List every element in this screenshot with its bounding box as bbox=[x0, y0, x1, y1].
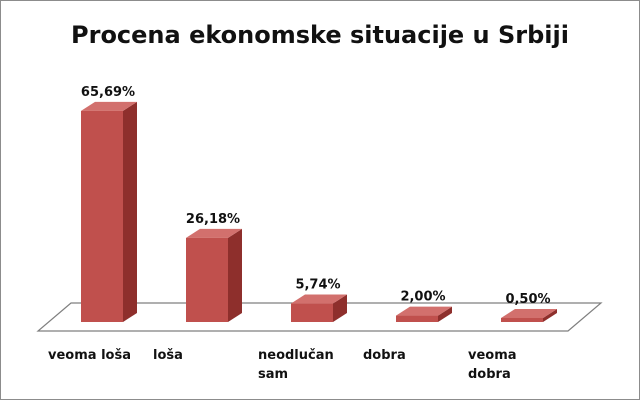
chart-title: Procena ekonomske situacije u Srbiji bbox=[71, 21, 569, 49]
x-tick-label-3: neodlučan sam bbox=[258, 348, 334, 382]
x-tick-label-4: dobra bbox=[363, 348, 406, 363]
bar-side bbox=[438, 306, 452, 322]
bar-front bbox=[291, 303, 333, 322]
bar-top bbox=[501, 309, 557, 318]
bar-top bbox=[81, 101, 137, 111]
bar-4 bbox=[396, 306, 452, 322]
bar-front bbox=[396, 315, 438, 322]
data-label-3: 5,74% bbox=[295, 278, 340, 293]
bar-front bbox=[81, 110, 123, 322]
data-label-5: 0,50% bbox=[505, 292, 550, 307]
data-label-2: 26,18% bbox=[186, 212, 240, 227]
bar-1 bbox=[81, 101, 137, 322]
bar-side bbox=[123, 101, 137, 322]
x-tick-label-5: veoma dobra bbox=[468, 348, 517, 382]
x-tick-label-2: loša bbox=[153, 348, 183, 363]
data-label-1: 65,69% bbox=[81, 85, 135, 100]
bar-top bbox=[291, 294, 347, 304]
bar-2 bbox=[186, 228, 242, 322]
x-tick-label-1: veoma loša bbox=[48, 348, 131, 363]
bar-top bbox=[186, 228, 242, 238]
bar-top bbox=[396, 306, 452, 316]
bar-side bbox=[228, 228, 242, 322]
bar-3 bbox=[291, 294, 347, 322]
bar-front bbox=[501, 318, 543, 322]
bar-side bbox=[543, 309, 557, 322]
bar-5 bbox=[501, 309, 557, 322]
data-label-4: 2,00% bbox=[400, 290, 445, 305]
bar-side bbox=[333, 294, 347, 322]
bar-front bbox=[186, 237, 228, 322]
